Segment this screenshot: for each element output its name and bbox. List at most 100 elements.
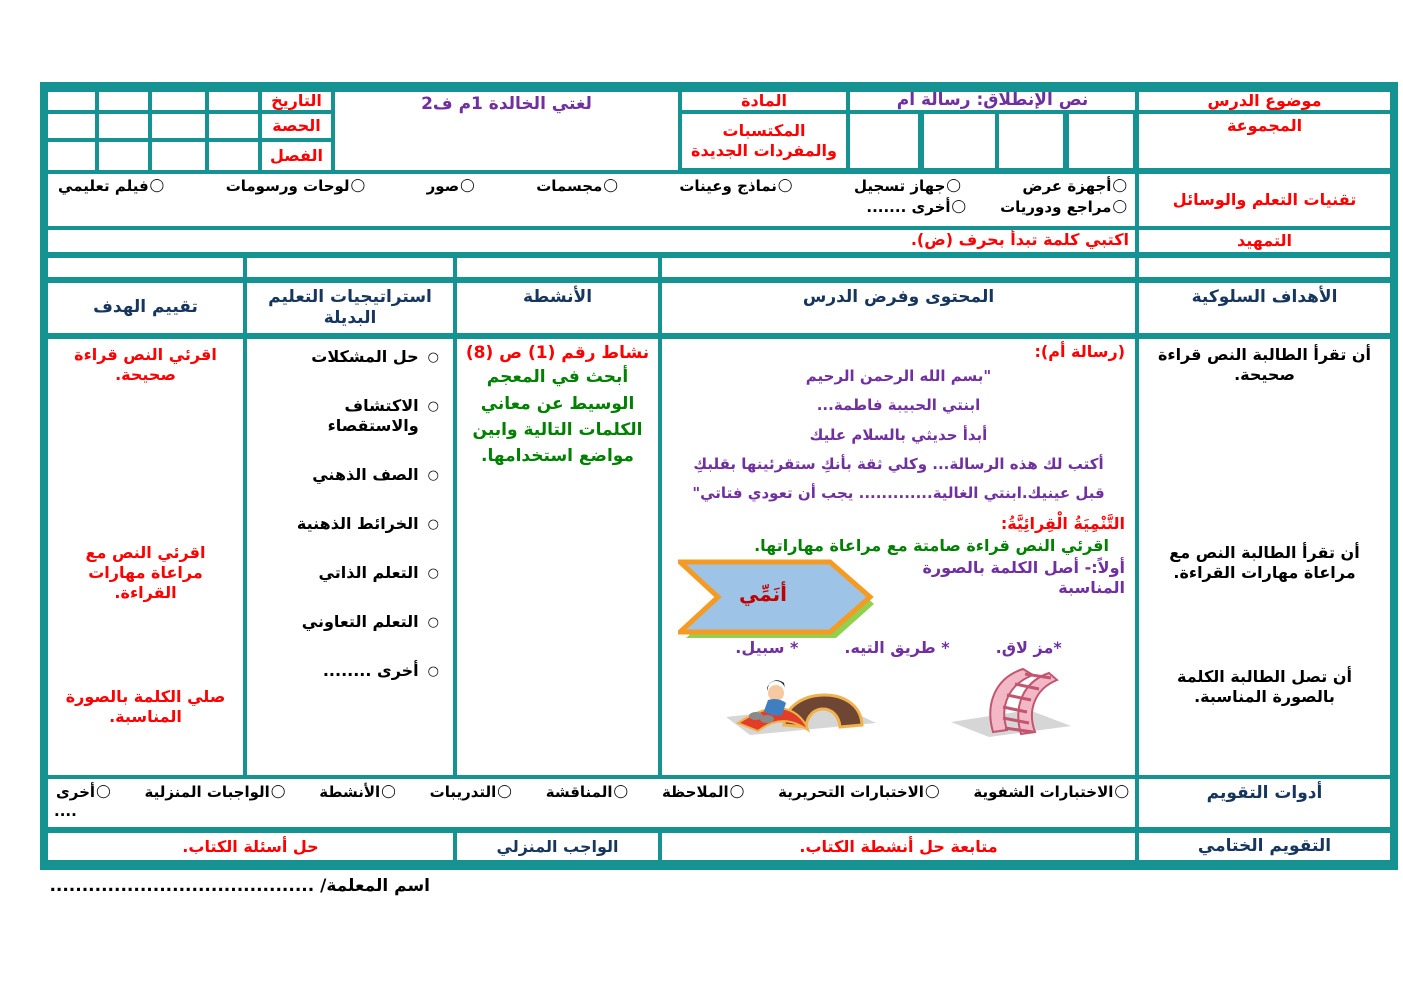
evaluation-option[interactable]: ◯ الاختبارات الشفوية bbox=[973, 783, 1129, 802]
radio-icon: ◯ bbox=[96, 784, 111, 800]
evaluation-option-label: الواجبات المنزلية bbox=[144, 783, 270, 801]
header-objectives: الأهداف السلوكية bbox=[1139, 283, 1390, 333]
date-empty-cell bbox=[152, 92, 205, 110]
strategy-option[interactable]: ○ حل المشكلات bbox=[253, 347, 439, 367]
assessment-item: اقرئي النص مع مراعاة مهارات القراءة. bbox=[85, 543, 206, 602]
strategy-option[interactable]: ○ أخرى ........ bbox=[253, 661, 439, 681]
assessment-item: صلي الكلمة بالصورة المناسبة. bbox=[65, 687, 226, 726]
evaluation-option-label: المناقشة bbox=[545, 783, 613, 801]
tool-option[interactable]: ◯ صور bbox=[427, 177, 475, 196]
radio-icon: ○ bbox=[427, 517, 439, 532]
tool-option-label: لوحات ورسومات bbox=[225, 177, 350, 195]
radio-icon: ◯ bbox=[777, 178, 793, 194]
match-word: *مز لاق. bbox=[995, 638, 1062, 658]
header-content: المحتوى وفرض الدرس bbox=[662, 283, 1135, 333]
lesson-topic-value: نص الإنطلاق: رسالة أم bbox=[850, 92, 1135, 110]
evaluation-option[interactable]: ◯ الأنشطة bbox=[319, 783, 395, 802]
tools-options-row1: ◯ أجهزة عرض ◯ جهاز تسجيل ◯ نماذج وعينات ◯ مج… bbox=[48, 174, 1135, 196]
evaluation-option[interactable]: ◯ التدريبات bbox=[430, 783, 512, 802]
tool-option-label: مراجع ودوريات bbox=[1000, 197, 1112, 216]
strategy-label: أخرى ........ bbox=[322, 661, 419, 680]
evaluation-options-row: ◯ الاختبارات الشفوية ◯ الاختبارات التحريري… bbox=[48, 779, 1135, 802]
tool-option-label: أجهزة عرض bbox=[1022, 177, 1112, 195]
reading-development-title: التَّنْمِيَةُ الْقِرائِيَّةُ: bbox=[1000, 514, 1125, 534]
radio-icon: ◯ bbox=[613, 784, 629, 800]
strategy-option[interactable]: ○ الخرائط الذهنية bbox=[253, 514, 439, 534]
tools-options-cell: ◯ أجهزة عرض ◯ جهاز تسجيل ◯ نماذج وعينات ◯ مج… bbox=[48, 174, 1135, 226]
slide-illustration bbox=[726, 680, 876, 736]
acquired-vocab-label: المكتسبات والمفردات الجديدة bbox=[682, 114, 846, 168]
strategy-option[interactable]: ○ التعلم التعاوني bbox=[253, 612, 439, 632]
letter-title: (رسالة أم): bbox=[1034, 342, 1125, 361]
content-cell: (رسالة أم): "بسم الله الرحمن الرحيم ابنت… bbox=[662, 339, 1135, 775]
evaluation-dots: .... bbox=[54, 801, 77, 820]
period-empty-cell bbox=[48, 114, 95, 138]
tool-option-label: أخرى ....... bbox=[866, 197, 951, 216]
warmup-label: التمهيد bbox=[1139, 230, 1390, 252]
strategy-option[interactable]: ○ التعلم الذاتي bbox=[253, 563, 439, 583]
class-empty-cell bbox=[48, 142, 95, 170]
reading-instruction: اقرئي النص قراءة صامتة مع مراعاة مهاراته… bbox=[754, 536, 1109, 556]
radio-icon: ◯ bbox=[460, 178, 475, 194]
strategy-option[interactable]: ○ الصف الذهني bbox=[253, 465, 439, 485]
first-task-row: أولاً:- أصل الكلمة بالصورة المناسبة أنَم… bbox=[672, 558, 1125, 639]
tool-option[interactable]: ◯ مجسمات bbox=[536, 177, 618, 196]
tool-option[interactable]: ◯ نماذج وعينات bbox=[679, 177, 792, 196]
radio-icon: ◯ bbox=[729, 784, 745, 800]
evaluation-option[interactable]: ◯ المناقشة bbox=[546, 783, 628, 802]
letter-line: أبدأ حديثي بالسلام عليك bbox=[809, 425, 988, 444]
lesson-topic-label: موضوع الدرس bbox=[1139, 92, 1390, 110]
tool-option[interactable]: ◯ فيلم تعليمي bbox=[58, 177, 164, 196]
radio-icon: ◯ bbox=[149, 178, 165, 194]
strategies-cell: ○ حل المشكلات ○ الاكتشاف والاستقصاء ○ الصف … bbox=[247, 339, 453, 775]
letter-line: أكتب لك هذه الرسالة... وكلي ثقة بأنكِ ست… bbox=[693, 454, 1104, 473]
class-empty-cell bbox=[99, 142, 148, 170]
tools-options-row2: ◯ مراجع ودوريات ◯ أخرى ....... bbox=[48, 196, 1135, 217]
letter-line: قبل عينيك.ابنتي الغالية............. يجب… bbox=[692, 484, 1105, 502]
strategy-label: الاكتشاف والاستقصاء bbox=[327, 396, 419, 435]
tool-option[interactable]: ◯ لوحات ورسومات bbox=[226, 177, 365, 196]
activity-title: نشاط رقم (1) ص (8) bbox=[465, 343, 650, 363]
evaluation-option-label: الاختبارات الشفوية bbox=[973, 783, 1114, 801]
group-label: المجموعة bbox=[1139, 114, 1390, 168]
objectives-cell: أن تقرأ الطالبة النص قراءة صحيحة. أن تقر… bbox=[1139, 339, 1390, 775]
evaluation-option-label: الاختبارات التحريرية bbox=[778, 783, 924, 801]
spacer-cell bbox=[1139, 258, 1390, 277]
tool-option[interactable]: ◯ أجهزة عرض bbox=[1022, 177, 1127, 196]
subject-label: المادة bbox=[682, 92, 846, 110]
radio-icon: ○ bbox=[427, 664, 439, 679]
radio-icon: ◯ bbox=[1112, 199, 1127, 214]
vocab-empty-cell bbox=[1069, 114, 1133, 168]
arrow-shape-icon bbox=[673, 559, 874, 639]
tool-option[interactable]: ◯ مراجع ودوريات bbox=[1000, 198, 1127, 217]
evaluation-option-label: الملاحظة bbox=[661, 783, 729, 801]
letter-line: ابنتي الحبيبة فاطمة... bbox=[816, 396, 981, 415]
activities-cell: نشاط رقم (1) ص (8) أبحث في المعجم الوسيط… bbox=[457, 339, 658, 775]
spacer-cell bbox=[662, 258, 1135, 277]
match-word: * طريق التيه. bbox=[844, 638, 950, 658]
spacer-cell bbox=[48, 258, 243, 277]
tool-option[interactable]: ◯ أخرى ....... bbox=[866, 198, 966, 217]
evaluation-option[interactable]: ◯ أخرى bbox=[56, 783, 111, 802]
tool-option-label: مجسمات bbox=[536, 177, 603, 195]
match-images-row bbox=[672, 662, 1125, 738]
strategy-option[interactable]: ○ الاكتشاف والاستقصاء bbox=[253, 396, 439, 436]
strategy-label: حل المشكلات bbox=[311, 347, 419, 366]
radio-icon: ◯ bbox=[497, 784, 512, 800]
evaluation-option[interactable]: ◯ الملاحظة bbox=[662, 783, 744, 802]
objective-item: أن تقرأ الطالبة النص قراءة صحيحة. bbox=[1157, 345, 1372, 384]
tool-option[interactable]: ◯ جهاز تسجيل bbox=[854, 177, 961, 196]
period-empty-cell bbox=[99, 114, 148, 138]
evaluation-option-label: التدريبات bbox=[429, 783, 497, 801]
radio-icon: ◯ bbox=[603, 178, 618, 194]
teacher-name-line: اسم المعلمة/ ...........................… bbox=[49, 876, 430, 896]
radio-icon: ○ bbox=[427, 468, 439, 483]
header-strategies: استراتيجيات التعليم البديلة bbox=[247, 283, 453, 333]
spacer-cell bbox=[457, 258, 658, 277]
header-goal-assessment: تقييم الهدف bbox=[48, 283, 243, 333]
class-empty-cell bbox=[209, 142, 258, 170]
evaluation-option[interactable]: ◯ الواجبات المنزلية bbox=[145, 783, 286, 802]
evaluation-option[interactable]: ◯ الاختبارات التحريرية bbox=[778, 783, 939, 802]
period-empty-cell bbox=[209, 114, 258, 138]
